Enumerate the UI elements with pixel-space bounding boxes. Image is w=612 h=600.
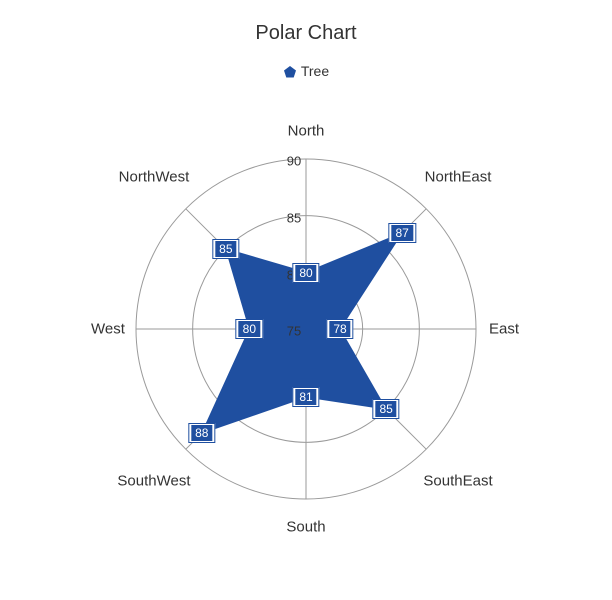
pentagon-icon (283, 65, 297, 79)
axis-label-northeast: NorthEast (425, 169, 492, 186)
value-label-northwest: 85 (212, 239, 239, 259)
axis-label-southwest: SouthWest (117, 473, 190, 490)
value-label-east: 78 (326, 319, 353, 339)
axis-label-west: West (91, 321, 125, 338)
value-label-west: 80 (236, 319, 263, 339)
value-label-north: 80 (292, 263, 319, 283)
polar-chart: 75 80 85 90 North NorthEast East SouthEast South… (0, 79, 612, 579)
axis-label-north: North (288, 123, 325, 140)
value-label-northeast: 87 (388, 223, 415, 243)
chart-legend: Tree (0, 63, 612, 79)
legend-item-label: Tree (301, 63, 329, 79)
value-label-southwest: 88 (188, 423, 215, 443)
r-tick-90: 90 (287, 154, 301, 169)
r-tick-75: 75 (287, 324, 301, 339)
r-tick-85: 85 (287, 210, 301, 225)
axis-label-northwest: NorthWest (119, 169, 190, 186)
axis-label-east: East (489, 321, 519, 338)
chart-title: Polar Chart (0, 0, 612, 45)
axis-label-southeast: SouthEast (423, 473, 492, 490)
value-label-southeast: 85 (372, 399, 399, 419)
value-label-south: 81 (292, 387, 319, 407)
axis-label-south: South (286, 519, 325, 536)
